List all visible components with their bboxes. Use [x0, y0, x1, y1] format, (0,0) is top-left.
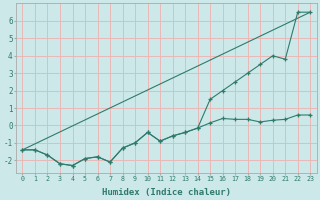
X-axis label: Humidex (Indice chaleur): Humidex (Indice chaleur): [102, 188, 231, 197]
